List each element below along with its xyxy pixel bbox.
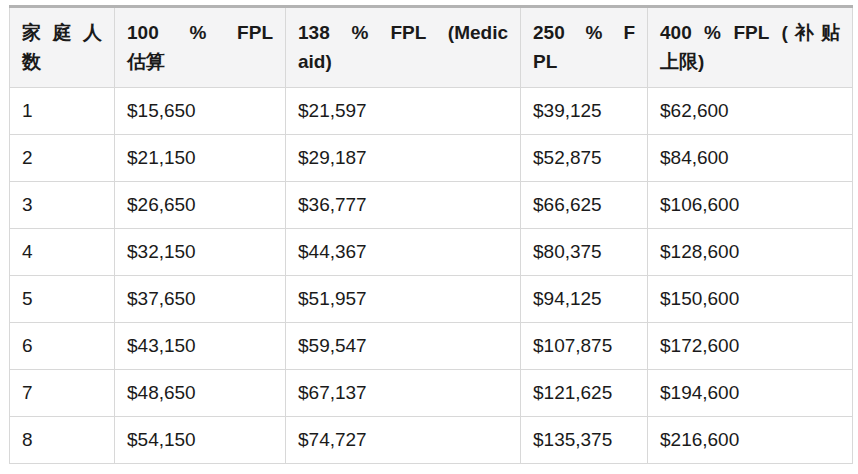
cell-fpl-100: $54,150 xyxy=(115,417,286,464)
column-header-line: 估算 xyxy=(127,47,273,76)
cell-fpl-100: $26,650 xyxy=(115,182,286,229)
cell-fpl-400: $62,600 xyxy=(648,88,853,135)
cell-fpl-250: $39,125 xyxy=(521,88,648,135)
cell-family-size: 3 xyxy=(10,182,115,229)
cell-fpl-138: $59,547 xyxy=(286,323,521,370)
cell-fpl-138: $74,727 xyxy=(286,417,521,464)
table-row: 1 $15,650 $21,597 $39,125 $62,600 xyxy=(10,88,853,135)
cell-fpl-100: $48,650 xyxy=(115,370,286,417)
cell-fpl-100: $32,150 xyxy=(115,229,286,276)
cell-fpl-400: $216,600 xyxy=(648,417,853,464)
cell-family-size: 8 xyxy=(10,417,115,464)
column-header-line: 400 % FPL (补贴 xyxy=(660,18,840,47)
cell-family-size: 6 xyxy=(10,323,115,370)
cell-fpl-138: $44,367 xyxy=(286,229,521,276)
cell-fpl-250: $94,125 xyxy=(521,276,648,323)
cell-fpl-138: $51,957 xyxy=(286,276,521,323)
table-row: 2 $21,150 $29,187 $52,875 $84,600 xyxy=(10,135,853,182)
table-row: 4 $32,150 $44,367 $80,375 $128,600 xyxy=(10,229,853,276)
cell-fpl-250: $121,625 xyxy=(521,370,648,417)
column-header-line: PL xyxy=(533,47,635,76)
column-header-line: 上限) xyxy=(660,47,840,76)
cell-fpl-250: $80,375 xyxy=(521,229,648,276)
column-header-fpl-250: 250 % F PL xyxy=(521,7,648,88)
cell-family-size: 7 xyxy=(10,370,115,417)
column-header-line: 家庭人 xyxy=(22,18,102,47)
column-header-fpl-138-medicaid: 138 % FPL (Medic aid) xyxy=(286,7,521,88)
cell-family-size: 2 xyxy=(10,135,115,182)
cell-fpl-400: $128,600 xyxy=(648,229,853,276)
cell-family-size: 4 xyxy=(10,229,115,276)
column-header-fpl-400-subsidy-cap: 400 % FPL (补贴 上限) xyxy=(648,7,853,88)
cell-fpl-100: $15,650 xyxy=(115,88,286,135)
column-header-line: 250 % F xyxy=(533,18,635,47)
cell-family-size: 5 xyxy=(10,276,115,323)
column-header-fpl-100: 100 % FPL 估算 xyxy=(115,7,286,88)
table-row: 3 $26,650 $36,777 $66,625 $106,600 xyxy=(10,182,853,229)
cell-fpl-138: $21,597 xyxy=(286,88,521,135)
table-row: 7 $48,650 $67,137 $121,625 $194,600 xyxy=(10,370,853,417)
cell-fpl-250: $66,625 xyxy=(521,182,648,229)
cell-fpl-400: $194,600 xyxy=(648,370,853,417)
fpl-income-table: 家庭人 数 100 % FPL 估算 138 % FPL (Medic aid)… xyxy=(9,5,853,464)
column-header-line: 138 % FPL (Medic xyxy=(298,18,508,47)
table-row: 8 $54,150 $74,727 $135,375 $216,600 xyxy=(10,417,853,464)
cell-fpl-400: $172,600 xyxy=(648,323,853,370)
column-header-line: aid) xyxy=(298,47,508,76)
cell-fpl-400: $150,600 xyxy=(648,276,853,323)
column-header-family-size: 家庭人 数 xyxy=(10,7,115,88)
table-header-row: 家庭人 数 100 % FPL 估算 138 % FPL (Medic aid)… xyxy=(10,7,853,88)
cell-fpl-400: $84,600 xyxy=(648,135,853,182)
page: 家庭人 数 100 % FPL 估算 138 % FPL (Medic aid)… xyxy=(0,0,858,464)
cell-fpl-100: $37,650 xyxy=(115,276,286,323)
column-header-line: 100 % FPL xyxy=(127,18,273,47)
cell-fpl-100: $21,150 xyxy=(115,135,286,182)
cell-fpl-138: $29,187 xyxy=(286,135,521,182)
column-header-line: 数 xyxy=(22,47,102,76)
cell-fpl-250: $107,875 xyxy=(521,323,648,370)
cell-fpl-138: $67,137 xyxy=(286,370,521,417)
cell-fpl-100: $43,150 xyxy=(115,323,286,370)
table-row: 5 $37,650 $51,957 $94,125 $150,600 xyxy=(10,276,853,323)
cell-fpl-400: $106,600 xyxy=(648,182,853,229)
cell-fpl-250: $135,375 xyxy=(521,417,648,464)
cell-fpl-138: $36,777 xyxy=(286,182,521,229)
cell-family-size: 1 xyxy=(10,88,115,135)
cell-fpl-250: $52,875 xyxy=(521,135,648,182)
table-row: 6 $43,150 $59,547 $107,875 $172,600 xyxy=(10,323,853,370)
